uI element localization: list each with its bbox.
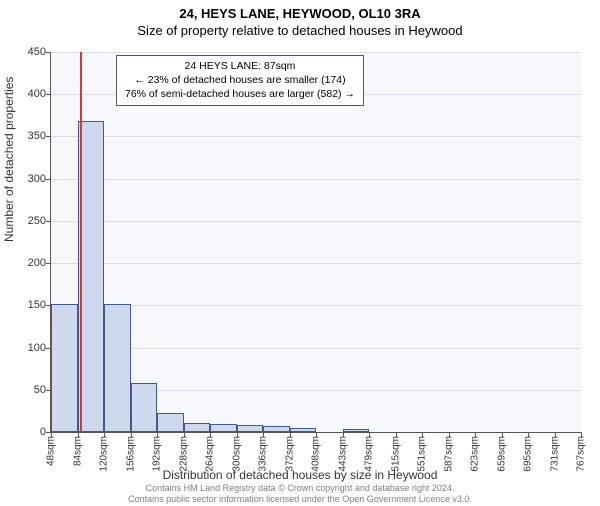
- y-tick-label: 100: [6, 342, 46, 354]
- y-tick-label: 150: [6, 299, 46, 311]
- y-tick-label: 450: [6, 46, 46, 58]
- x-tick-label: 551sqm: [417, 436, 428, 472]
- x-tick-label: 408sqm: [311, 436, 322, 472]
- plot-background: 05010015020025030035040045048sqm84sqm120…: [50, 52, 581, 433]
- y-tick-label: 50: [6, 384, 46, 396]
- grid-line: [51, 52, 581, 53]
- x-tick-label: 228sqm: [178, 436, 189, 472]
- grid-line: [51, 305, 581, 306]
- histogram-bar: [343, 429, 370, 432]
- x-tick-label: 300sqm: [231, 436, 242, 472]
- x-tick-label: 192sqm: [152, 436, 163, 472]
- x-axis-label: Distribution of detached houses by size …: [0, 468, 600, 482]
- x-tick-label: 767sqm: [576, 436, 587, 472]
- histogram-bar: [104, 304, 131, 432]
- info-box-line1: 24 HEYS LANE: 87sqm: [125, 59, 355, 73]
- y-tick-mark: [46, 136, 51, 137]
- histogram-bar: [184, 423, 211, 432]
- x-tick-label: 695sqm: [523, 436, 534, 472]
- chart-plot-area: 05010015020025030035040045048sqm84sqm120…: [50, 52, 580, 432]
- info-box-line3: 76% of semi-detached houses are larger (…: [125, 87, 355, 101]
- histogram-bar: [290, 428, 317, 432]
- grid-line: [51, 263, 581, 264]
- histogram-bar: [210, 424, 237, 432]
- histogram-bar: [131, 383, 158, 432]
- x-tick-label: 731sqm: [549, 436, 560, 472]
- y-tick-mark: [46, 263, 51, 264]
- x-tick-label: 372sqm: [284, 436, 295, 472]
- x-tick-label: 659sqm: [496, 436, 507, 472]
- histogram-bar: [237, 425, 264, 432]
- y-tick-label: 350: [6, 130, 46, 142]
- info-box: 24 HEYS LANE: 87sqm← 23% of detached hou…: [116, 55, 364, 106]
- y-tick-label: 300: [6, 173, 46, 185]
- info-box-line2: ← 23% of detached houses are smaller (17…: [125, 73, 355, 87]
- x-tick-label: 156sqm: [125, 436, 136, 472]
- x-tick-label: 84sqm: [72, 436, 83, 466]
- y-tick-mark: [46, 221, 51, 222]
- grid-line: [51, 221, 581, 222]
- x-tick-label: 515sqm: [390, 436, 401, 472]
- chart-title-main: 24, HEYS LANE, HEYWOOD, OL10 3RA: [0, 6, 600, 21]
- y-tick-label: 0: [6, 426, 46, 438]
- x-tick-label: 623sqm: [470, 436, 481, 472]
- property-marker-line: [80, 52, 82, 432]
- grid-line: [51, 179, 581, 180]
- histogram-bar: [157, 413, 184, 432]
- y-tick-mark: [46, 52, 51, 53]
- histogram-bar: [51, 304, 78, 432]
- x-tick-label: 587sqm: [443, 436, 454, 472]
- grid-line: [51, 136, 581, 137]
- histogram-bar: [263, 426, 290, 432]
- x-tick-label: 120sqm: [99, 436, 110, 472]
- y-tick-label: 250: [6, 215, 46, 227]
- grid-line: [51, 348, 581, 349]
- x-tick-label: 264sqm: [205, 436, 216, 472]
- footer-line1: Contains HM Land Registry data © Crown c…: [0, 483, 600, 494]
- y-tick-label: 200: [6, 257, 46, 269]
- footer-attribution: Contains HM Land Registry data © Crown c…: [0, 483, 600, 505]
- y-tick-mark: [46, 179, 51, 180]
- y-tick-mark: [46, 94, 51, 95]
- x-tick-label: 48sqm: [46, 436, 57, 466]
- chart-title-sub: Size of property relative to detached ho…: [0, 23, 600, 38]
- x-tick-label: 443sqm: [337, 436, 348, 472]
- x-tick-label: 479sqm: [364, 436, 375, 472]
- y-tick-label: 400: [6, 88, 46, 100]
- x-tick-label: 336sqm: [258, 436, 269, 472]
